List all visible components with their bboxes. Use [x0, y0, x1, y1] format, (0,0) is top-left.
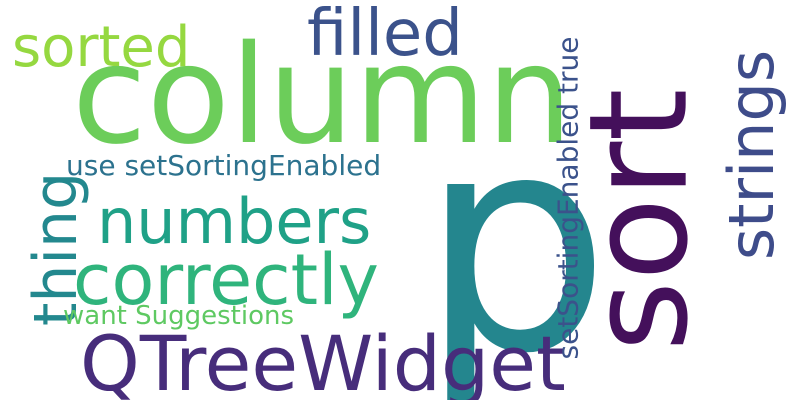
word-want-suggestions: want Suggestions	[63, 301, 295, 331]
word-numbers: numbers	[97, 185, 372, 258]
word-sorted: sorted	[12, 15, 191, 80]
word-setsortingenabled-true: setSortingEnabled true	[551, 36, 585, 360]
word-use-setsortingenabled: use setSortingEnabled	[66, 149, 382, 182]
word-column: column	[72, 17, 573, 175]
word-correctly: correctly	[73, 239, 379, 321]
word-qtreewidget: QTreeWidget	[80, 319, 566, 400]
word-filled: filled	[307, 0, 463, 71]
word-p: p	[420, 70, 611, 400]
word-sort: sort	[560, 88, 719, 352]
word-strings: strings	[715, 49, 789, 261]
